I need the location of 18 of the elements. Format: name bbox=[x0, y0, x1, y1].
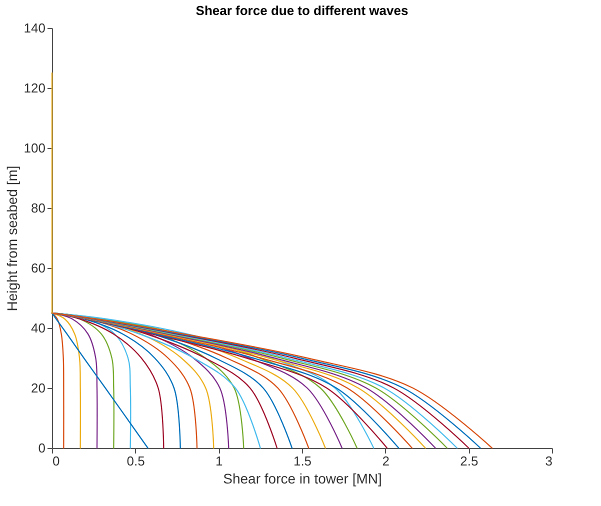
x-tick-label: 0 bbox=[52, 454, 60, 468]
x-tick-label: 2 bbox=[382, 454, 390, 468]
y-tick-label: 0 bbox=[38, 440, 46, 456]
x-axis-title: Shear force in tower [MN] bbox=[223, 470, 382, 486]
y-tick-label: 80 bbox=[31, 200, 46, 216]
chart-title: Shear force due to different waves bbox=[196, 3, 408, 18]
x-tick-label: 2.5 bbox=[460, 454, 478, 468]
y-tick-label: 120 bbox=[24, 80, 46, 96]
y-axis-title: Height from seabed [m] bbox=[4, 166, 20, 312]
x-tick-label: 1.5 bbox=[293, 454, 312, 468]
x-tick-label: 3 bbox=[545, 454, 552, 468]
x-tick-label: 0.5 bbox=[126, 454, 145, 468]
y-tick-label: 20 bbox=[31, 380, 46, 396]
x-tick-label: 1 bbox=[216, 454, 223, 468]
y-tick-label: 140 bbox=[24, 20, 46, 36]
y-tick-label: 40 bbox=[31, 320, 46, 336]
y-tick-label: 100 bbox=[24, 140, 46, 156]
y-tick-label: 60 bbox=[31, 260, 46, 276]
